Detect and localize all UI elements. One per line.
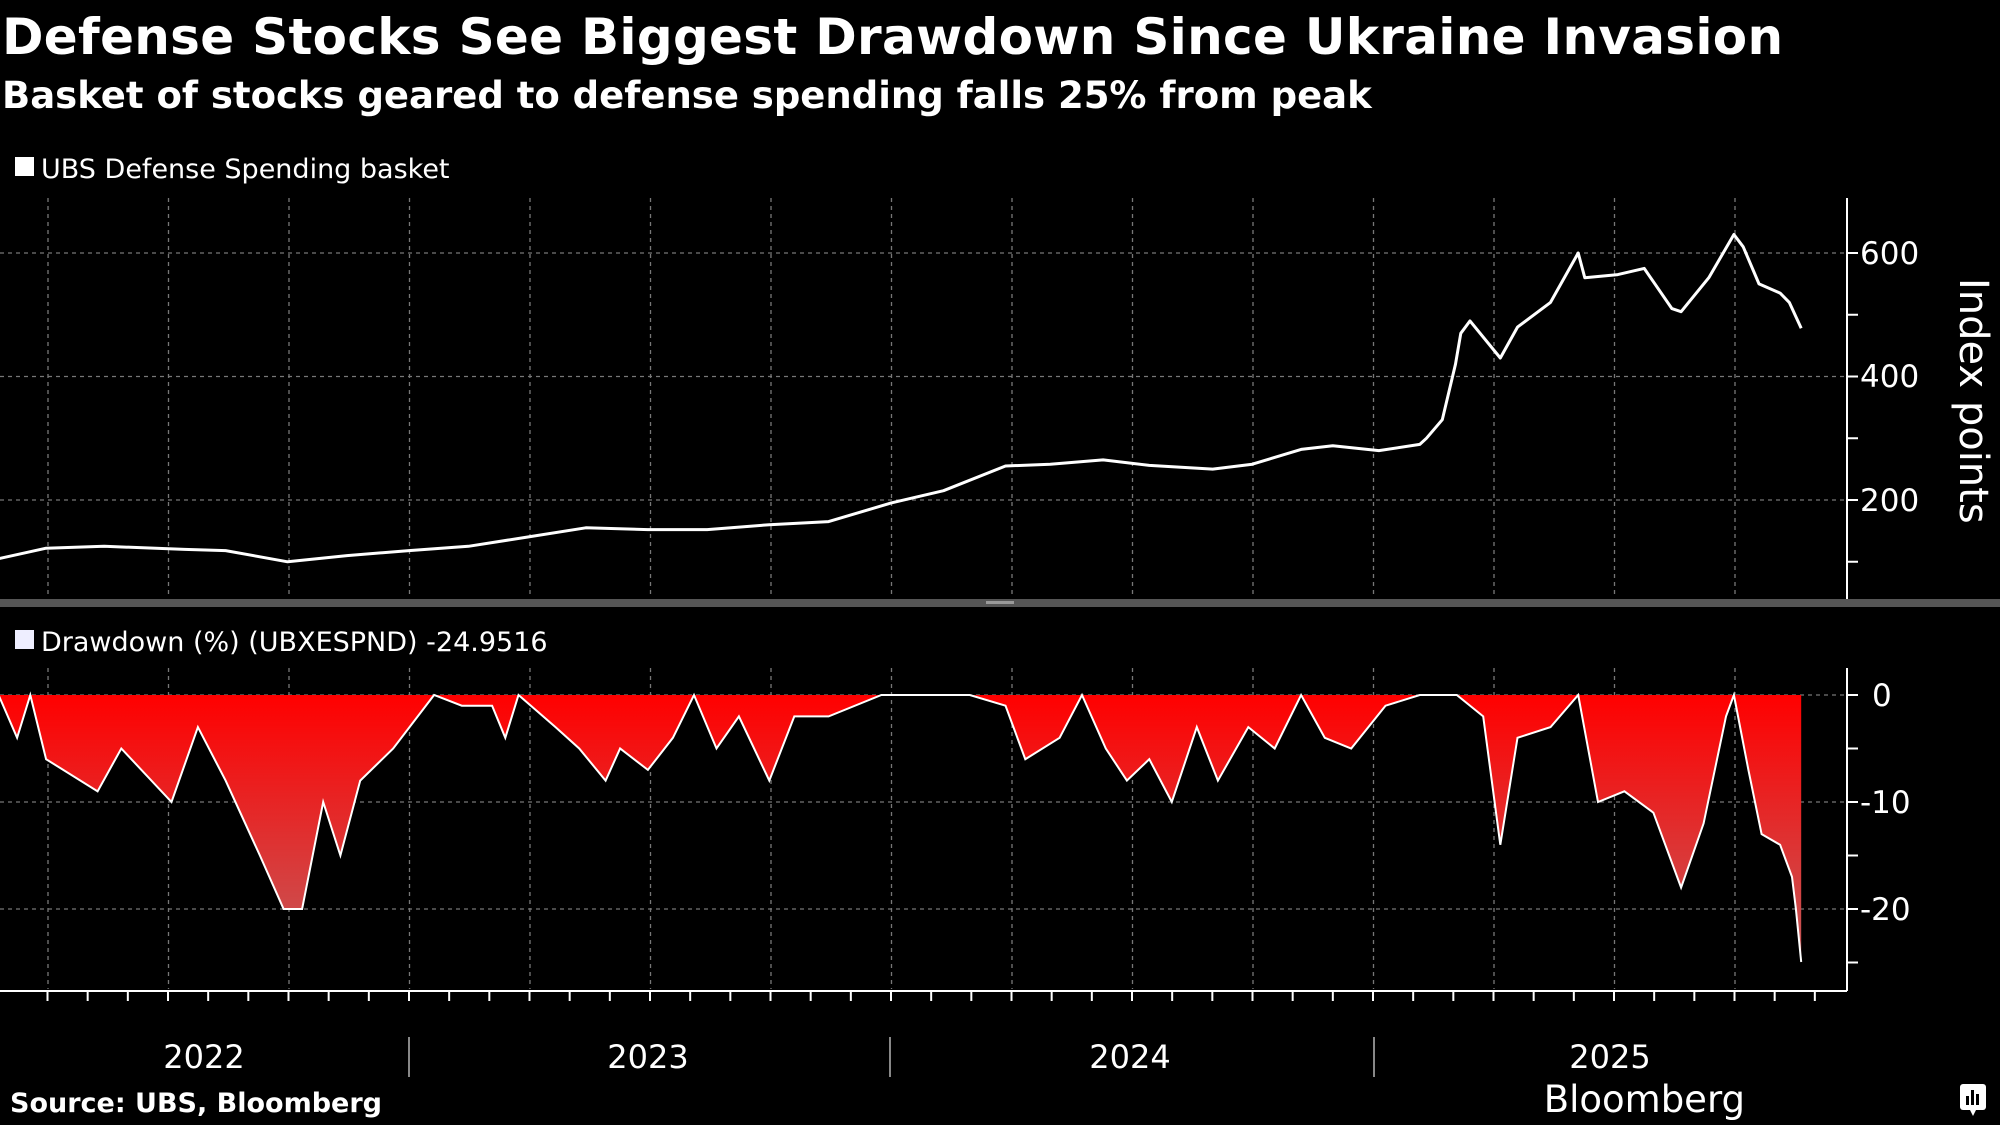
index-y-ticks	[1847, 252, 1858, 563]
panel-divider-handle[interactable]	[986, 601, 1014, 604]
index-line-layer	[0, 233, 1803, 564]
bloomberg-logo: Bloomberg	[1544, 1078, 1745, 1121]
y-tick-label-200: 200	[1860, 483, 1919, 519]
legend-swatch-drawdown	[15, 630, 34, 649]
y-tick-label-600: 600	[1860, 236, 1919, 272]
chart-title: Defense Stocks See Biggest Drawdown Sinc…	[2, 8, 1784, 66]
legend-label-drawdown: Drawdown (%) (UBXESPND) -24.9516	[41, 627, 548, 658]
x-axis-ticks	[46, 991, 1816, 1001]
y-tick-label-minus10: -10	[1860, 785, 1911, 821]
legend-label-index: UBS Defense Spending basket	[41, 154, 450, 185]
y-tick-label-400: 400	[1860, 359, 1919, 395]
x-tick-label-2022: 2022	[163, 1038, 244, 1076]
bloomberg-chart-icon	[1960, 1084, 1986, 1116]
y-tick-label-minus20: -20	[1860, 892, 1911, 928]
source-note: Source: UBS, Bloomberg	[10, 1088, 382, 1119]
y-axis-title: Index points	[1950, 278, 1996, 524]
chart-subtitle: Basket of stocks geared to defense spend…	[2, 74, 1372, 117]
drawdown-area-layer	[0, 691, 1803, 963]
drawdown-y-ticks	[1847, 694, 1858, 964]
x-tick-label-2025: 2025	[1569, 1038, 1650, 1076]
index-series-line	[0, 233, 1803, 564]
x-tick-label-2023: 2023	[607, 1038, 688, 1076]
drawdown-area	[0, 695, 1802, 962]
legend-swatch-index	[15, 157, 34, 176]
y-tick-label-0: 0	[1872, 678, 1892, 714]
x-tick-label-2024: 2024	[1089, 1038, 1170, 1076]
